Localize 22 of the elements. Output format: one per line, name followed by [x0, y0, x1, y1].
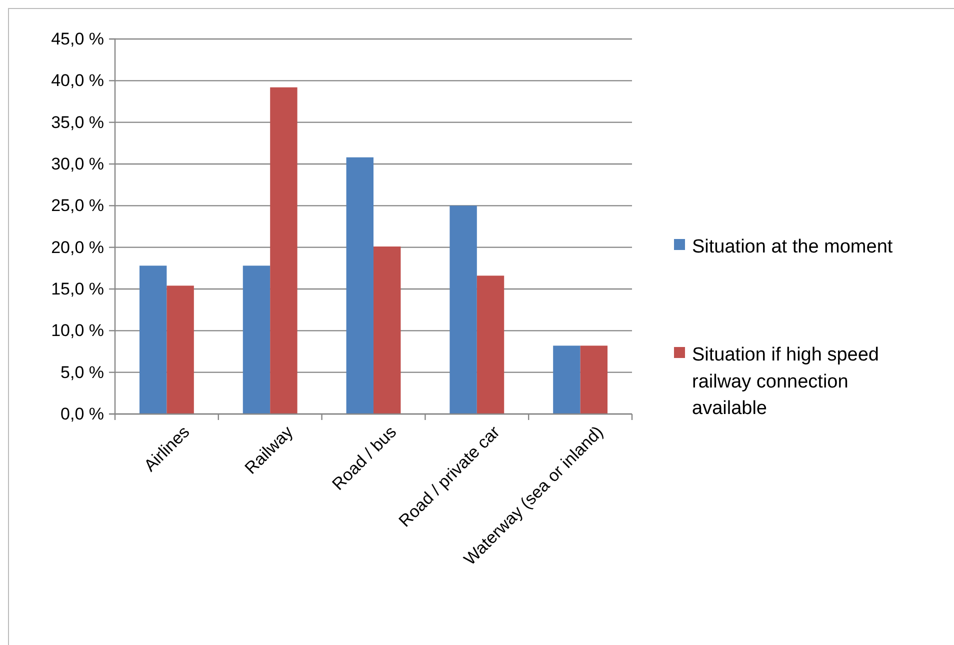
- y-tick-label: 35,0 %: [51, 112, 104, 132]
- bar: [553, 346, 580, 414]
- bar: [476, 276, 504, 414]
- y-tick-label: 5,0 %: [60, 362, 104, 382]
- bar: [580, 346, 608, 414]
- bar: [450, 206, 477, 414]
- y-tick-label: 30,0 %: [51, 154, 104, 174]
- bar: [139, 266, 167, 414]
- bar: [166, 286, 194, 414]
- y-tick-label: 40,0 %: [51, 71, 104, 90]
- y-tick-label: 10,0 %: [51, 321, 104, 340]
- y-tick-label: 45,0 %: [51, 29, 104, 48]
- bar: [374, 246, 401, 414]
- bar: [270, 87, 298, 414]
- y-tick-label: 0,0 %: [60, 404, 104, 424]
- legend-label: Situation if high speed railway connection available: [692, 344, 879, 419]
- y-tick-label: 20,0 %: [51, 238, 104, 257]
- y-tick-label: 15,0 %: [51, 279, 104, 298]
- bar: [346, 157, 374, 414]
- bar: [242, 266, 270, 414]
- legend-label: Situation at the moment: [692, 236, 894, 258]
- y-tick-label: 25,0 %: [51, 196, 104, 216]
